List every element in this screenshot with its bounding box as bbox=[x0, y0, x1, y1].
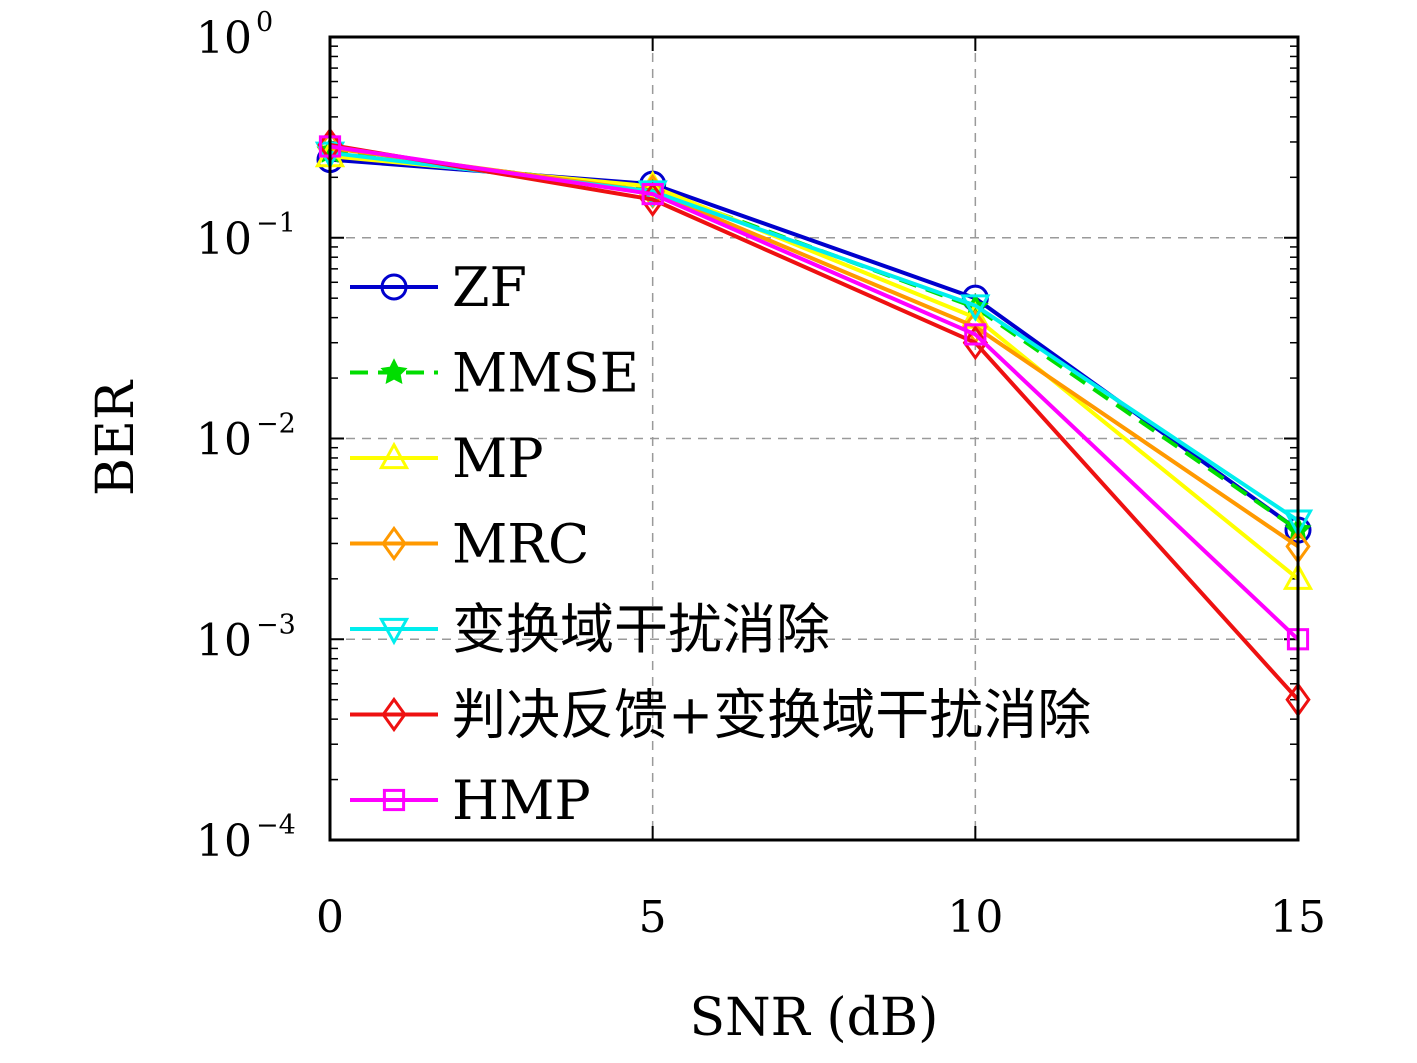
y-tick-label: 10 −2 bbox=[196, 409, 296, 466]
y-tick-exponent: −3 bbox=[256, 609, 296, 640]
legend-label: MMSE bbox=[452, 342, 639, 405]
legend-label: HMP bbox=[452, 769, 591, 832]
y-tick-base: 10 bbox=[196, 415, 252, 466]
legend-label: MP bbox=[452, 427, 544, 490]
legend-entry: 判决反馈+变换域干扰消除 bbox=[350, 684, 1091, 747]
x-tick-label: 15 bbox=[1270, 892, 1326, 943]
legend-entry: MRC bbox=[350, 513, 589, 576]
legend-entry: MP bbox=[350, 427, 544, 490]
legend-marker bbox=[380, 273, 408, 301]
y-tick-exponent: −2 bbox=[256, 409, 296, 440]
y-tick-base: 10 bbox=[196, 214, 252, 265]
y-tick-base: 10 bbox=[196, 615, 252, 666]
x-tick-label: 5 bbox=[639, 892, 667, 943]
legend-label: 变换域干扰消除 bbox=[452, 598, 830, 661]
legend-marker bbox=[381, 696, 407, 733]
y-tick-label: 10 −1 bbox=[196, 208, 296, 265]
x-tick-labels: 0 5 10 15 bbox=[316, 892, 1326, 943]
y-tick-label: 10 −4 bbox=[196, 810, 296, 867]
x-axis-label: SNR (dB) bbox=[690, 988, 939, 1048]
series-lines bbox=[314, 127, 1314, 718]
y-tick-exponent: −4 bbox=[256, 810, 296, 841]
legend-entry: 变换域干扰消除 bbox=[350, 598, 830, 661]
plot-frame bbox=[328, 35, 1300, 842]
legend-marker bbox=[378, 617, 410, 646]
y-tick-label: 10 0 bbox=[196, 7, 273, 64]
legend-marker bbox=[380, 358, 408, 385]
data-point bbox=[964, 323, 987, 346]
y-tick-exponent: 0 bbox=[256, 7, 273, 38]
x-tick-label: 0 bbox=[316, 892, 344, 943]
legend-marker bbox=[381, 525, 407, 562]
y-tick-base: 10 bbox=[196, 13, 252, 64]
data-point bbox=[962, 325, 988, 361]
y-tick-label: 10 −3 bbox=[196, 609, 296, 666]
series-line bbox=[329, 144, 1300, 641]
legend-marker bbox=[382, 788, 406, 812]
y-axis-label: BER bbox=[86, 379, 146, 496]
y-tick-exponent: −1 bbox=[256, 208, 296, 239]
legend-entry: HMP bbox=[350, 769, 591, 832]
legend-entry: MMSE bbox=[350, 342, 639, 405]
legend-label: 判决反馈+变换域干扰消除 bbox=[452, 684, 1091, 747]
legend-entry: ZF bbox=[350, 256, 527, 319]
legend-label: ZF bbox=[452, 256, 527, 319]
legend-marker bbox=[378, 441, 410, 470]
data-point bbox=[641, 182, 664, 206]
y-tick-base: 10 bbox=[196, 816, 252, 867]
legend-label: MRC bbox=[452, 513, 589, 576]
x-tick-label: 10 bbox=[947, 892, 1003, 943]
data-point bbox=[960, 294, 991, 322]
